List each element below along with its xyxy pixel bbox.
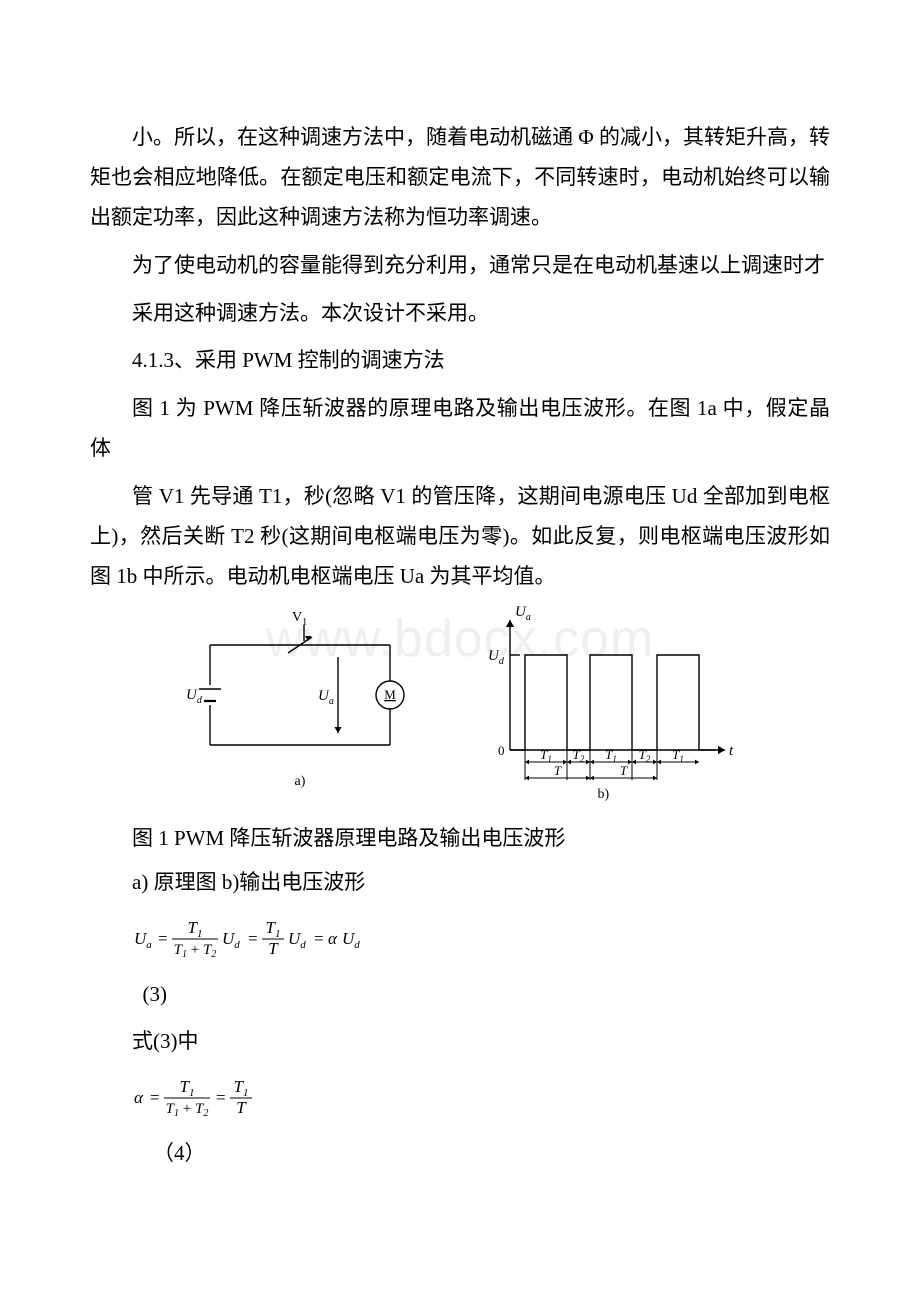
svg-text:=: =: [314, 929, 324, 948]
svg-text:T1: T1: [266, 918, 281, 940]
svg-text:T1: T1: [188, 918, 203, 940]
svg-text:T: T: [268, 939, 279, 958]
paragraph-6: 管 V1 先导通 T1，秒(忽略 V1 的管压降，这期间电源电压 Ud 全部加到…: [90, 477, 830, 597]
equation-3: Ua=T1T1 + T2Ud=T1TUd=αUd: [90, 913, 830, 965]
svg-text:Ud: Ud: [186, 687, 203, 706]
paragraph-5: 图 1 为 PWM 降压斩波器的原理电路及输出电压波形。在图 1a 中，假定晶体: [90, 389, 830, 469]
svg-text:α: α: [134, 1088, 144, 1107]
svg-text:T1: T1: [234, 1077, 249, 1099]
svg-text:=: =: [216, 1088, 226, 1107]
svg-text:Ua: Ua: [515, 605, 531, 623]
svg-text:=: =: [158, 929, 168, 948]
figure-1-caption: 图 1 PWM 降压斩波器原理电路及输出电压波形: [90, 819, 830, 859]
svg-text:Ud: Ud: [488, 648, 505, 667]
svg-text:α: α: [328, 929, 338, 948]
section-heading: 4.1.3、采用 PWM 控制的调速方法: [90, 341, 830, 381]
svg-text:T1 + T2: T1 + T2: [166, 1101, 209, 1119]
figure-1-subcaption: a) 原理图 b)输出电压波形: [90, 863, 830, 903]
equation-3-text: 式(3)中: [90, 1022, 830, 1062]
svg-text:T: T: [236, 1098, 247, 1117]
svg-text:=: =: [248, 929, 258, 948]
svg-text:Ud: Ud: [222, 929, 240, 951]
svg-text:T1: T1: [180, 1077, 195, 1099]
svg-text:Ua: Ua: [318, 688, 334, 707]
svg-text:T1 + T2: T1 + T2: [174, 942, 217, 960]
svg-text:T: T: [620, 763, 628, 778]
paragraph-1: 小。所以，在这种调速方法中，随着电动机磁通 Φ 的减小，其转矩升高，转矩也会相应…: [90, 118, 830, 238]
paragraph-3: 采用这种调速方法。本次设计不采用。: [90, 294, 830, 334]
svg-text:T: T: [554, 763, 562, 778]
svg-text:t: t: [729, 743, 734, 759]
svg-text:0: 0: [498, 743, 505, 758]
svg-text:=: =: [150, 1088, 160, 1107]
svg-text:V1: V1: [292, 610, 307, 628]
paragraph-2: 为了使电动机的容量能得到充分利用，通常只是在电动机基速以上调速时才: [90, 246, 830, 286]
figure-1: MUdV1Uaa)UaUd0tT1T2T1T2T1TTb): [90, 605, 830, 815]
equation-3-number: (3): [90, 975, 830, 1015]
svg-text:Ud: Ud: [342, 929, 360, 951]
equation-4-number: （4）: [90, 1134, 830, 1174]
svg-text:Ua: Ua: [134, 929, 152, 951]
svg-text:a): a): [295, 774, 306, 789]
equation-4: α=T1T1 + T2=T1T: [90, 1072, 830, 1124]
svg-text:Ud: Ud: [288, 929, 306, 951]
figure-1-svg: MUdV1Uaa)UaUd0tT1T2T1T2T1TTb): [180, 605, 740, 815]
svg-text:M: M: [384, 687, 396, 702]
svg-text:b): b): [598, 787, 610, 802]
